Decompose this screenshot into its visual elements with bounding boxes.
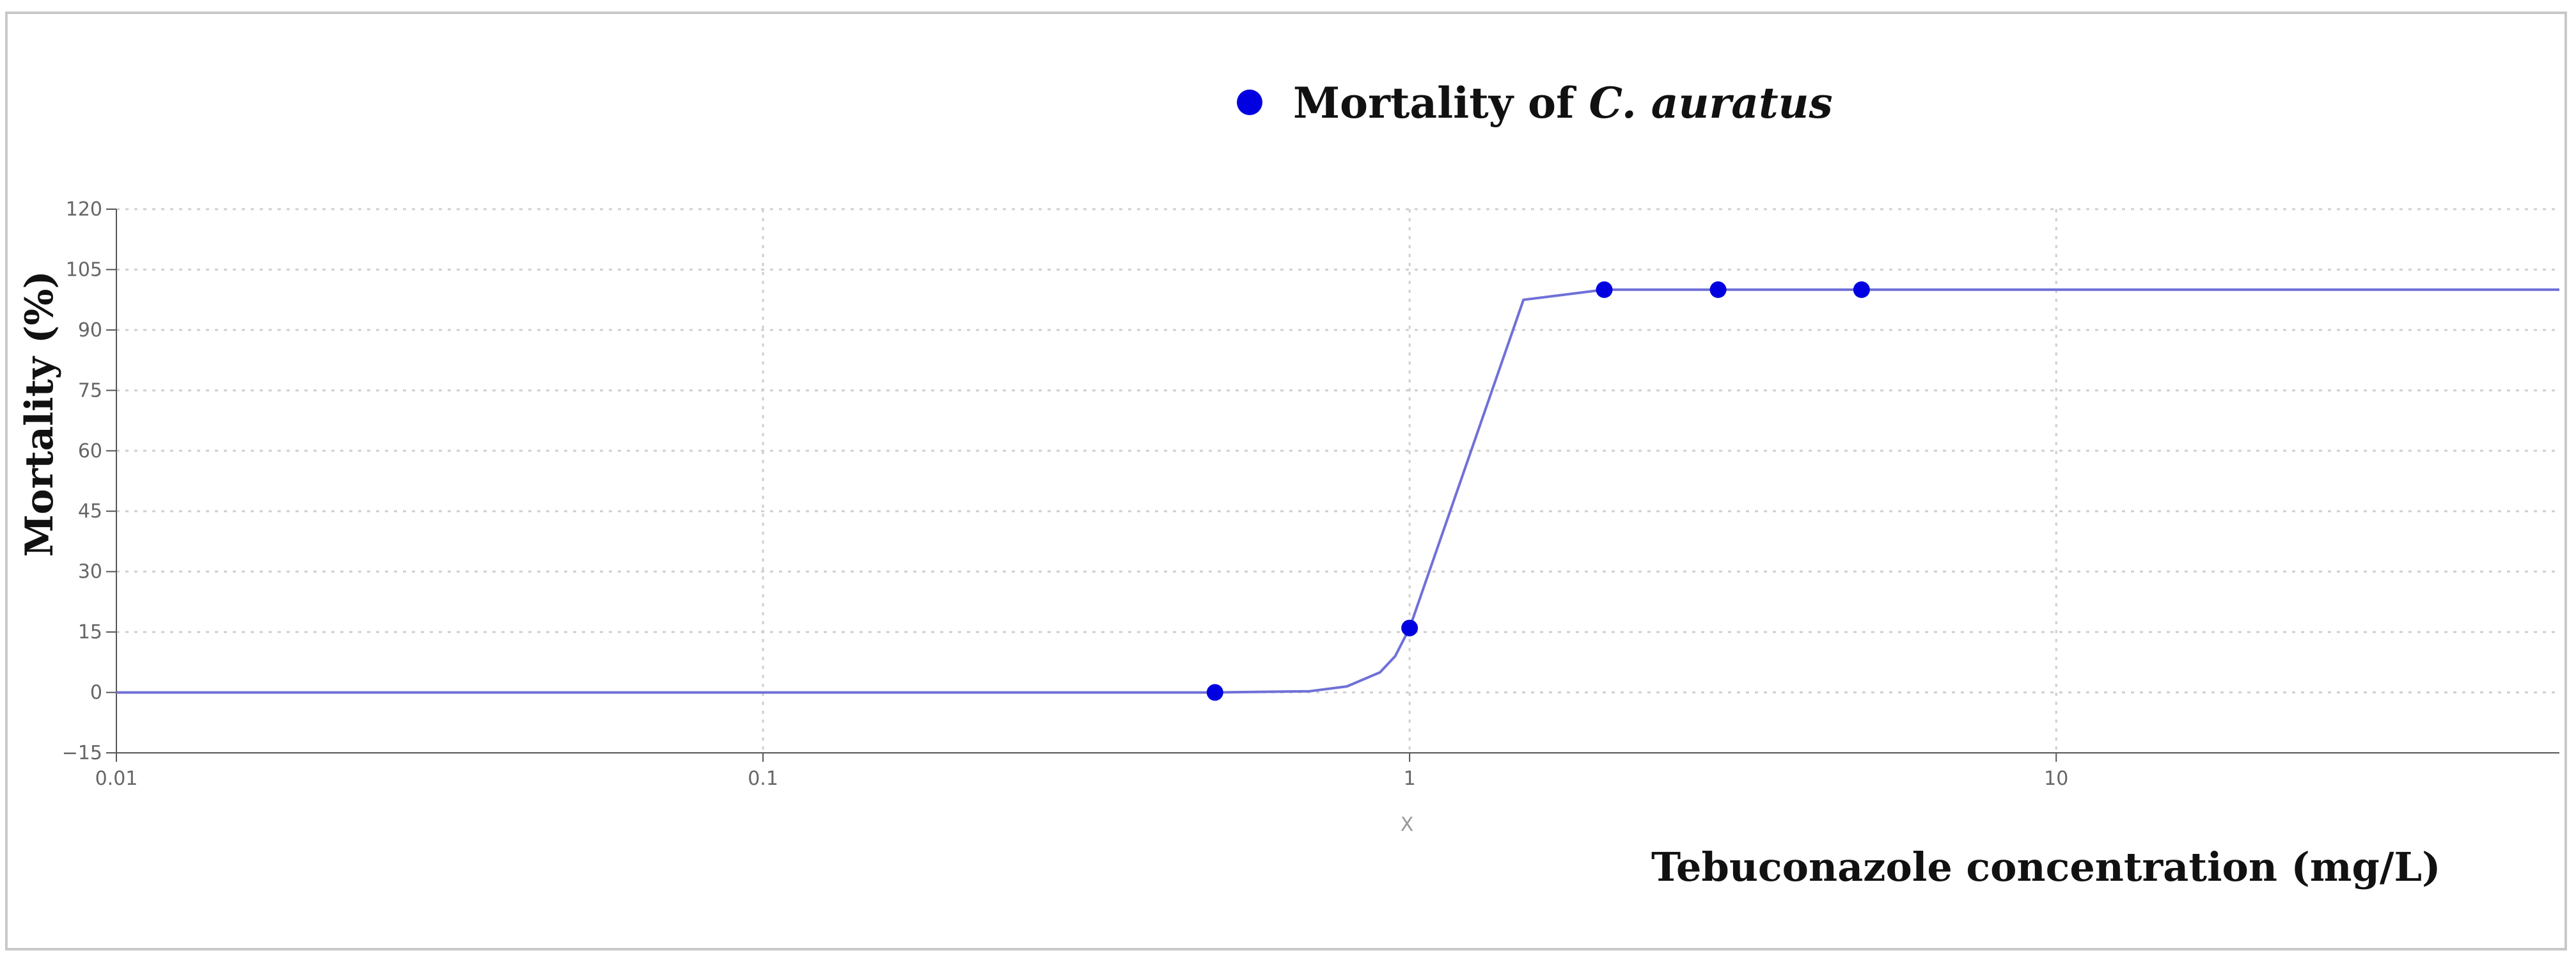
- y-tick-label: 0: [90, 682, 102, 704]
- y-tick-label: 105: [66, 258, 102, 281]
- legend-label-prefix: Mortality of: [1293, 78, 1589, 128]
- x-tick-label: 0.1: [748, 768, 778, 790]
- y-tick-label: 15: [78, 621, 102, 643]
- x-axis-title: Tebuconazole concentration (mg/L): [1651, 844, 2440, 890]
- data-point: [1596, 281, 1613, 298]
- fitted-curve-layer: [116, 288, 2559, 694]
- y-axis-title: Mortality (%): [17, 271, 62, 556]
- legend-label-species: C. auratus: [1589, 78, 1832, 128]
- x-tick-label: 0.01: [95, 768, 138, 790]
- data-point: [1401, 619, 1418, 636]
- grid: [116, 208, 2559, 753]
- y-tick-label: −15: [62, 742, 102, 764]
- mortality-chart: Mortality of C. auratus −15 0 15 30 45 60 75 90…: [17, 78, 2559, 890]
- y-tick-label: 60: [78, 440, 102, 462]
- y-tick-label: 120: [66, 198, 102, 221]
- x-tick-label: 10: [2044, 768, 2068, 790]
- x-axis-symbol: X: [1401, 814, 1414, 836]
- y-tick-label: 75: [78, 379, 102, 402]
- legend: Mortality of C. auratus: [1237, 78, 1833, 128]
- x-tick-label: 1: [1404, 768, 1416, 790]
- data-point: [1853, 281, 1870, 298]
- data-point: [1206, 684, 1223, 701]
- legend-label: Mortality of C. auratus: [1293, 78, 1833, 128]
- y-tick-label: 45: [78, 500, 102, 523]
- y-tick-label: 30: [78, 561, 102, 583]
- chart-figure: Mortality of C. auratus −15 0 15 30 45 60 75 90…: [5, 12, 2567, 950]
- fitted-curve: [116, 288, 2559, 694]
- data-points: [1206, 281, 1870, 701]
- axes: −15 0 15 30 45 60 75 90 105 120 0.01 0.1 1 10: [62, 198, 2559, 790]
- y-tick-label: 90: [78, 319, 102, 342]
- data-point: [1709, 281, 1727, 298]
- legend-marker: [1237, 90, 1262, 115]
